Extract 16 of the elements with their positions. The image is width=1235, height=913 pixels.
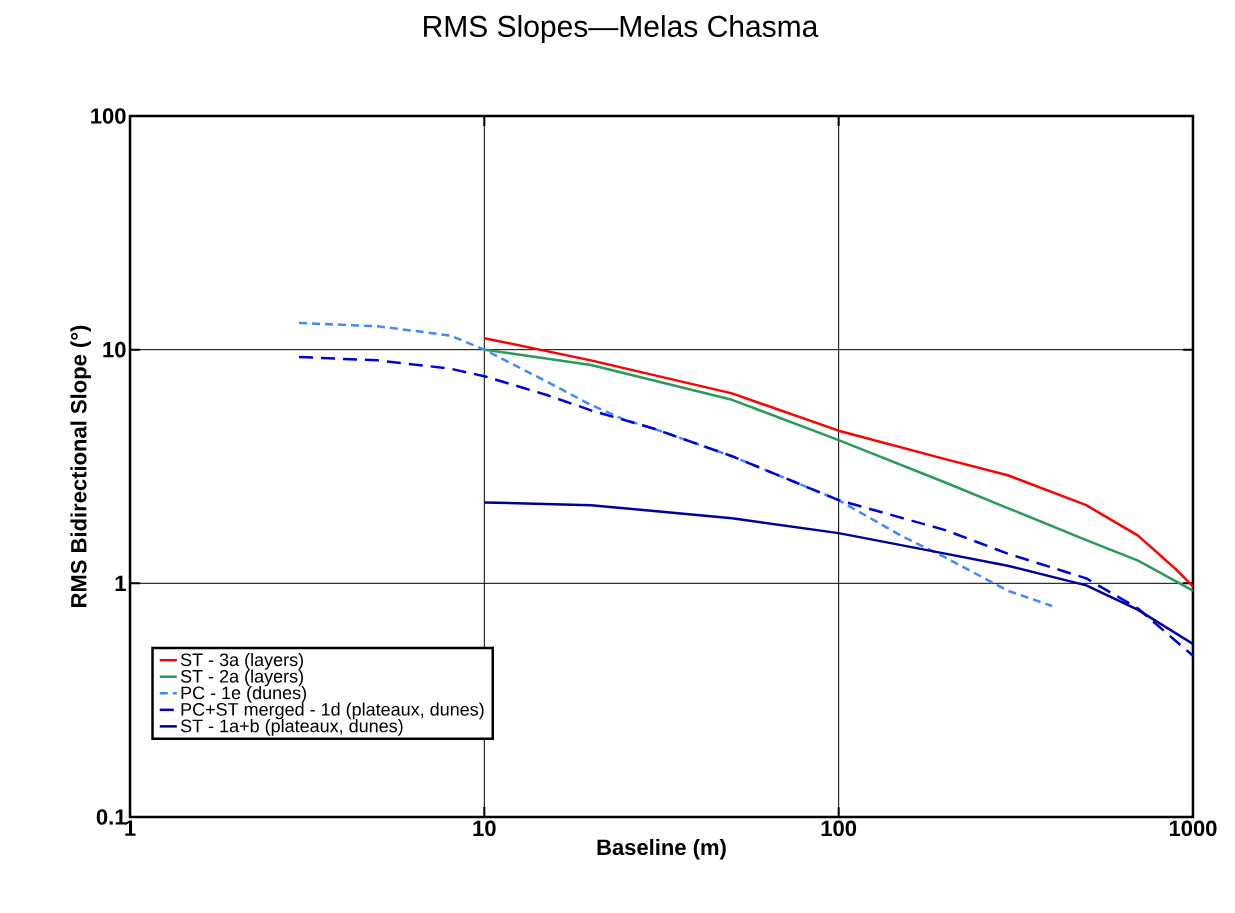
y-tick-label: 1: [115, 575, 126, 591]
chart-title: RMS Slopes—Melas Chasma: [424, 15, 819, 43]
y-axis-title: RMS Bidirectional Slope (°): [70, 325, 91, 607]
y-tick-label: 0.1: [96, 809, 126, 825]
x-tick-label: 100: [821, 820, 857, 837]
y-tick-label: 10: [103, 341, 126, 358]
x-tick-label: 1000: [1169, 820, 1217, 837]
legend-label: PC+ST merged - 1d (plateaux, dunes): [181, 702, 484, 720]
x-tick-label: 10: [473, 820, 496, 837]
legend-label: ST - 3a (layers): [180, 652, 303, 670]
x-axis-title: Baseline (m): [597, 838, 726, 860]
x-tick-label: 1: [125, 820, 136, 836]
y-tick-label: 100: [91, 108, 126, 124]
legend-label: PC - 1e (dunes): [181, 686, 306, 703]
legend-label: ST - 2a (layers): [180, 669, 303, 687]
legend-label: ST - 1a+b (plateaux, dunes): [180, 719, 403, 736]
